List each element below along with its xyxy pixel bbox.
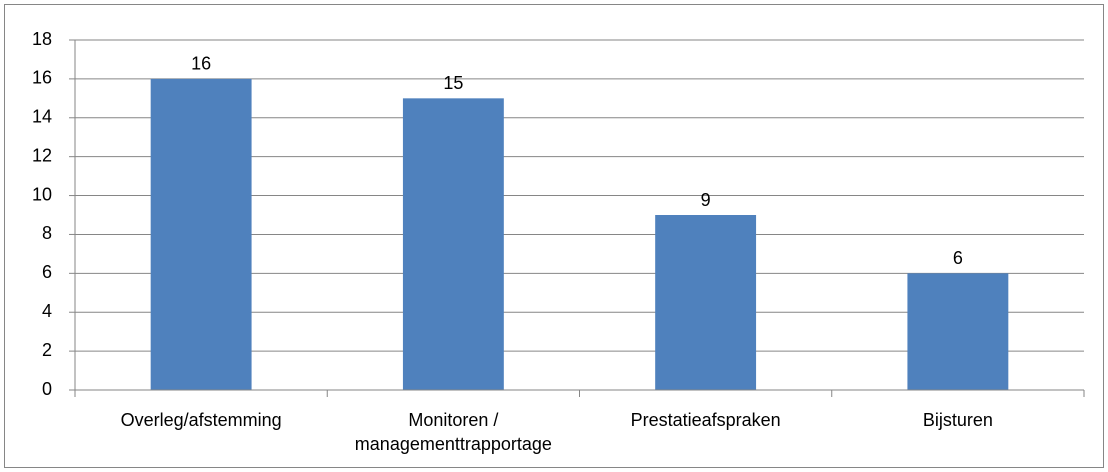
data-label: 9 — [701, 190, 711, 210]
x-tick-label: Prestatieafspraken — [630, 410, 781, 430]
bar — [150, 78, 252, 390]
bar — [655, 215, 757, 390]
y-tick-label: 10 — [32, 184, 52, 204]
x-tick-label: Overleg/afstemming — [120, 410, 282, 430]
y-tick-label: 4 — [42, 301, 52, 321]
y-tick-label: 14 — [32, 107, 52, 127]
bar — [907, 273, 1009, 390]
x-tick-label: Bijsturen — [922, 410, 993, 430]
x-tick-label: Monitoren / managementtrapportage — [354, 410, 552, 454]
y-tick-label: 18 — [32, 29, 52, 49]
y-tick-label: 6 — [42, 262, 52, 282]
y-tick-label: 12 — [32, 145, 52, 165]
y-tick-label: 8 — [42, 223, 52, 243]
data-label: 15 — [443, 73, 463, 93]
y-tick-label: 0 — [42, 379, 52, 399]
y-tick-label: 2 — [42, 340, 52, 360]
y-tick-label: 16 — [32, 68, 52, 88]
data-label: 6 — [953, 248, 963, 268]
data-label: 16 — [191, 54, 211, 74]
bar — [402, 98, 504, 390]
